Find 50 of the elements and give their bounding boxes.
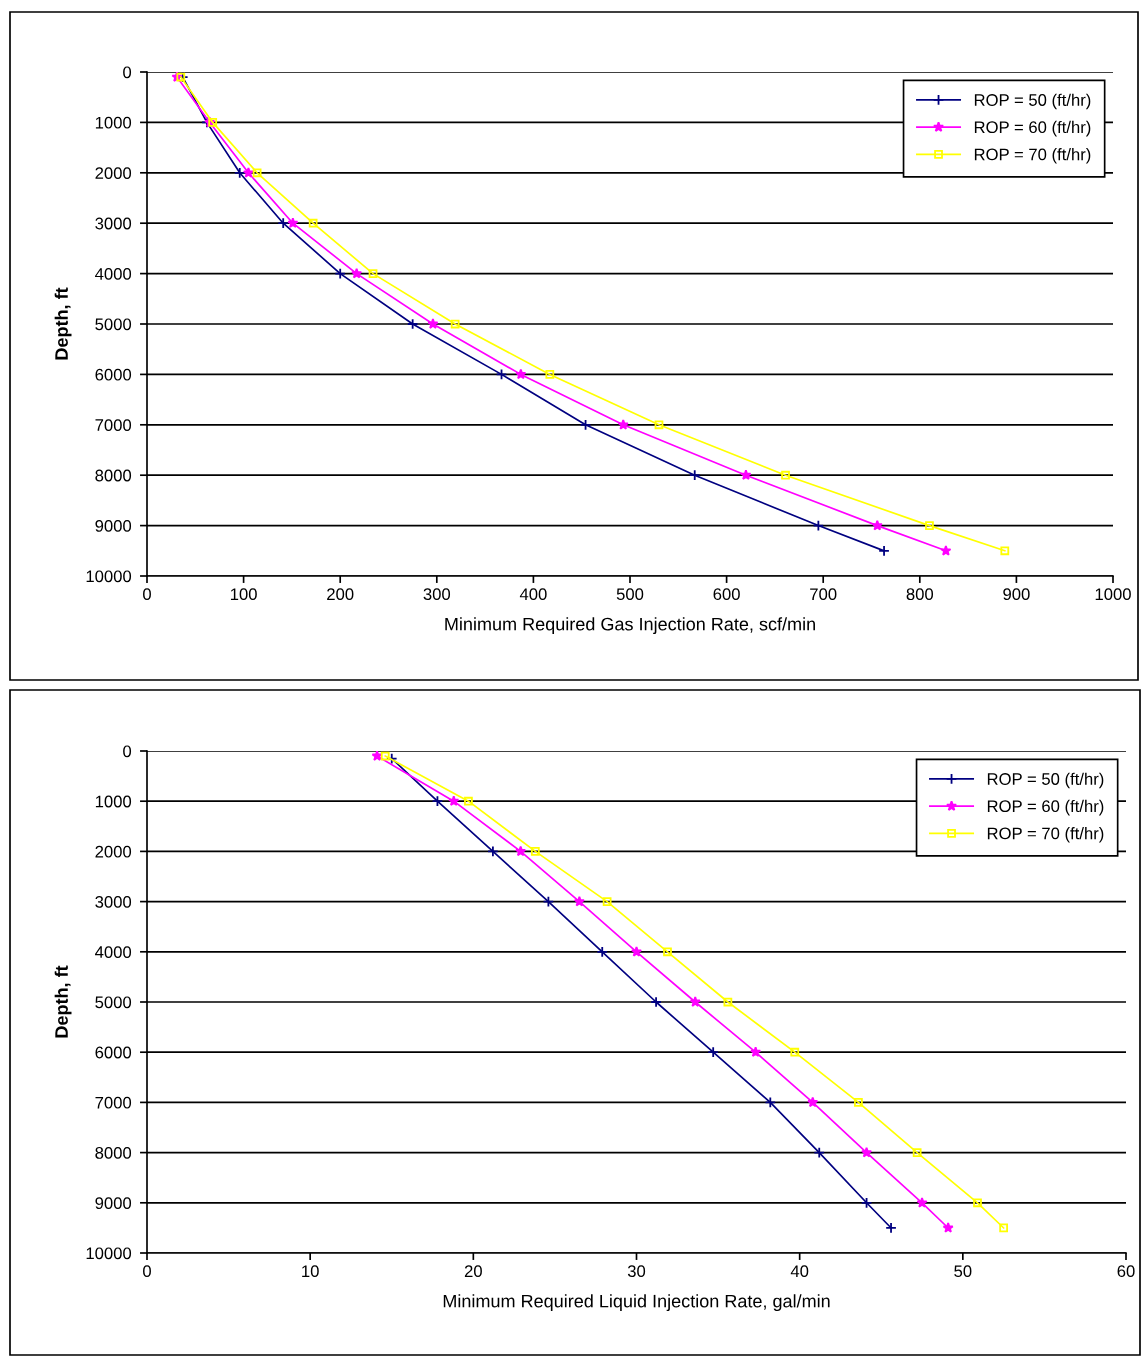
y-tick-label: 9000: [95, 1197, 132, 1209]
legend-label: ROP = 50 (ft/hr): [974, 93, 1091, 110]
x-tick-label: 300: [423, 588, 451, 601]
y-tick-label: 8000: [95, 1147, 132, 1159]
x-tick-label: 20: [464, 1265, 482, 1278]
y-tick-label: 8000: [95, 469, 132, 482]
x-tick-label: 40: [790, 1265, 809, 1278]
y-tick-label: 7000: [95, 1096, 132, 1109]
x-tick-label: 800: [906, 588, 934, 601]
y-tick-label: 0: [123, 66, 132, 79]
y-tick-label: 7000: [95, 419, 132, 431]
y-tick-label: 3000: [95, 217, 132, 230]
y-tick-label: 10000: [86, 570, 132, 583]
legend-label: ROP = 70 (ft/hr): [974, 148, 1091, 164]
x-tick-label: 60: [1117, 1265, 1135, 1278]
x-tick-label: 700: [810, 588, 837, 601]
legend-label: ROP = 60 (ft/hr): [987, 799, 1104, 816]
x-tick-label: 30: [627, 1265, 646, 1278]
y-tick-label: 5000: [95, 996, 132, 1009]
y-tick-label: 6000: [95, 1046, 132, 1059]
legend-label: ROP = 60 (ft/hr): [974, 120, 1091, 137]
y-tick-label: 2000: [95, 167, 132, 179]
y-tick-label: 4000: [95, 946, 132, 958]
x-tick-label: 50: [954, 1265, 972, 1278]
x-tick-label: 200: [327, 588, 354, 601]
x-tick-label: 0: [143, 1265, 151, 1278]
x-tick-label: 900: [1003, 588, 1030, 601]
x-tick-label: 1000: [1095, 588, 1131, 601]
x-tick-label: 100: [230, 588, 257, 601]
y-tick-label: 1000: [95, 116, 132, 129]
x-tick-label: 500: [616, 588, 644, 601]
legend-label: ROP = 50 (ft/hr): [987, 772, 1104, 789]
y-tick-label: 5000: [95, 318, 132, 331]
y-tick-label: 0: [123, 745, 132, 758]
y-tick-label: 10000: [86, 1247, 132, 1260]
y-tick-label: 4000: [95, 268, 132, 280]
y-axis-title: Depth, ft: [54, 287, 72, 360]
x-axis-title: Minimum Required Liquid Injection Rate, gal/min: [443, 1294, 830, 1312]
x-tick-label: 10: [302, 1265, 319, 1278]
legend-label: ROP = 70 (ft/hr): [987, 827, 1104, 843]
x-tick-label: 400: [519, 588, 547, 601]
y-tick-label: 6000: [95, 368, 132, 381]
y-axis-title: Depth, ft: [54, 965, 72, 1038]
y-tick-label: 2000: [95, 845, 132, 858]
y-tick-label: 1000: [95, 795, 132, 808]
x-axis-title: Minimum Required Gas Injection Rate, scf/min: [445, 617, 815, 635]
y-tick-label: 9000: [95, 520, 132, 532]
x-tick-label: 600: [713, 588, 740, 601]
y-tick-label: 3000: [95, 896, 132, 908]
x-tick-label: 0: [143, 588, 151, 601]
